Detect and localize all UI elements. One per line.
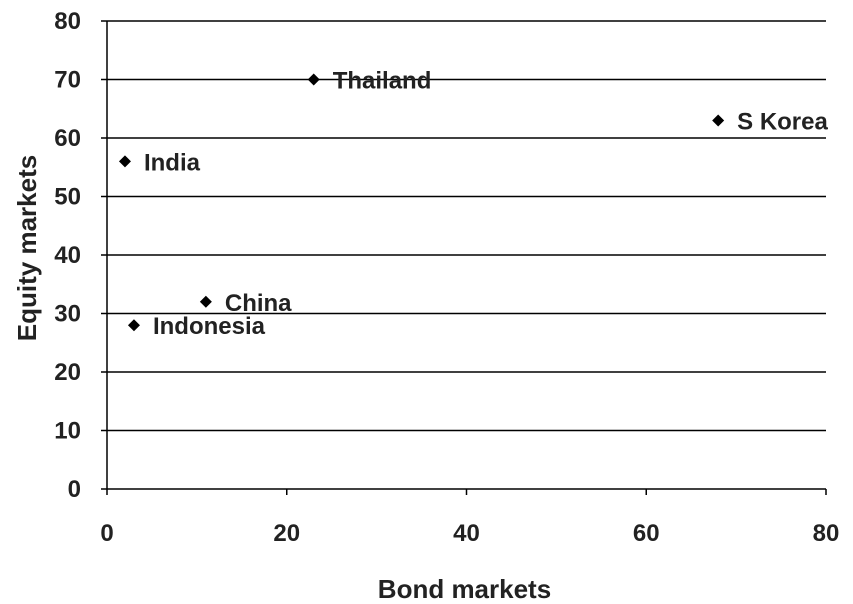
axes [101,20,827,495]
data-point-s-korea [712,114,725,127]
x-tick-label: 0 [100,520,113,547]
y-axis-title: Equity markets [12,155,42,341]
data-point-indonesia [127,319,140,332]
data-point-thailand [307,73,320,86]
point-label: Thailand [333,68,432,95]
y-tick-label: 10 [54,418,81,445]
x-tick-label: 40 [453,520,480,547]
point-label: Indonesia [153,313,266,340]
y-tick-label: 40 [54,242,81,269]
x-tick-label: 20 [273,520,300,547]
gridlines [107,20,826,432]
y-tick-label: 30 [54,301,81,328]
y-tick-label: 70 [54,67,81,94]
point-label: S Korea [737,108,828,135]
point-label: India [144,149,201,176]
x-tick-label: 80 [813,520,840,547]
x-axis-title: Bond markets [378,574,551,604]
x-tick-label: 60 [633,520,660,547]
y-tick-label: 60 [54,125,81,152]
data-points [118,73,725,332]
point-label: China [225,290,292,317]
data-point-india [118,155,131,168]
tick-labels: 0 10 20 30 40 50 60 70 80 0 20 40 60 80 [54,8,839,547]
data-point-china [199,295,212,308]
y-tick-label: 0 [68,476,81,503]
y-tick-label: 80 [54,8,81,35]
y-tick-label: 50 [54,184,81,211]
y-tick-label: 20 [54,359,81,386]
